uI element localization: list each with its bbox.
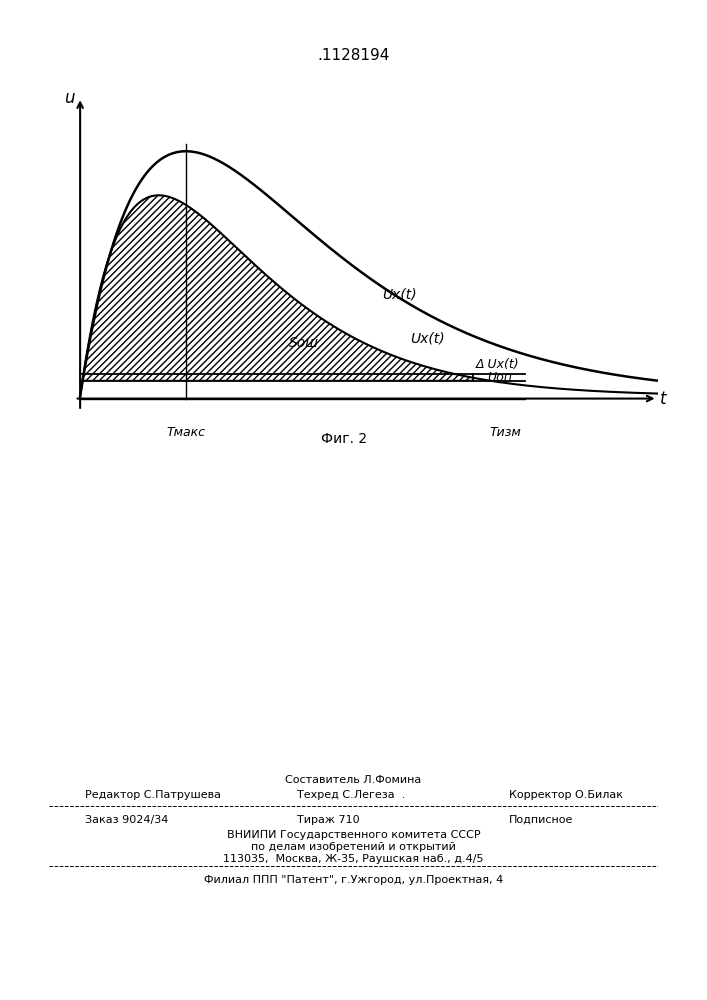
Text: Tизм: Tизм — [490, 426, 522, 439]
Text: .1128194: .1128194 — [317, 48, 390, 63]
Text: Тираж 710: Тираж 710 — [297, 815, 360, 825]
Text: по делам изобретений и открытий: по делам изобретений и открытий — [251, 842, 456, 852]
Text: Δ Uх(t): Δ Uх(t) — [476, 358, 520, 371]
Text: Филиал ППП "Патент", г.Ужгород, ул.Проектная, 4: Филиал ППП "Патент", г.Ужгород, ул.Проек… — [204, 875, 503, 885]
Text: 113035,  Москва, Ж-35, Раушская наб., д.4/5: 113035, Москва, Ж-35, Раушская наб., д.4… — [223, 854, 484, 864]
Text: Заказ 9024/34: Заказ 9024/34 — [85, 815, 168, 825]
Text: Составитель Л.Фомина: Составитель Л.Фомина — [286, 775, 421, 785]
Polygon shape — [83, 195, 473, 380]
Text: Корректор О.Билак: Корректор О.Билак — [509, 790, 623, 800]
Text: Редактор С.Патрушева: Редактор С.Патрушева — [85, 790, 221, 800]
Text: Uх(t): Uх(t) — [382, 287, 417, 301]
Text: t: t — [660, 390, 667, 408]
Text: u: u — [64, 89, 74, 107]
Text: Sош: Sош — [289, 336, 319, 350]
Text: Uх(t): Uх(t) — [410, 331, 445, 345]
Text: Tмакс: Tмакс — [166, 426, 205, 439]
Text: Подписное: Подписное — [509, 815, 573, 825]
Text: Техред С.Легеза  .: Техред С.Легеза . — [297, 790, 405, 800]
Text: Фиг. 2: Фиг. 2 — [321, 432, 367, 446]
Text: ВНИИПИ Государственного комитета СССР: ВНИИПИ Государственного комитета СССР — [227, 830, 480, 840]
Text: Uоп: Uоп — [487, 371, 512, 384]
